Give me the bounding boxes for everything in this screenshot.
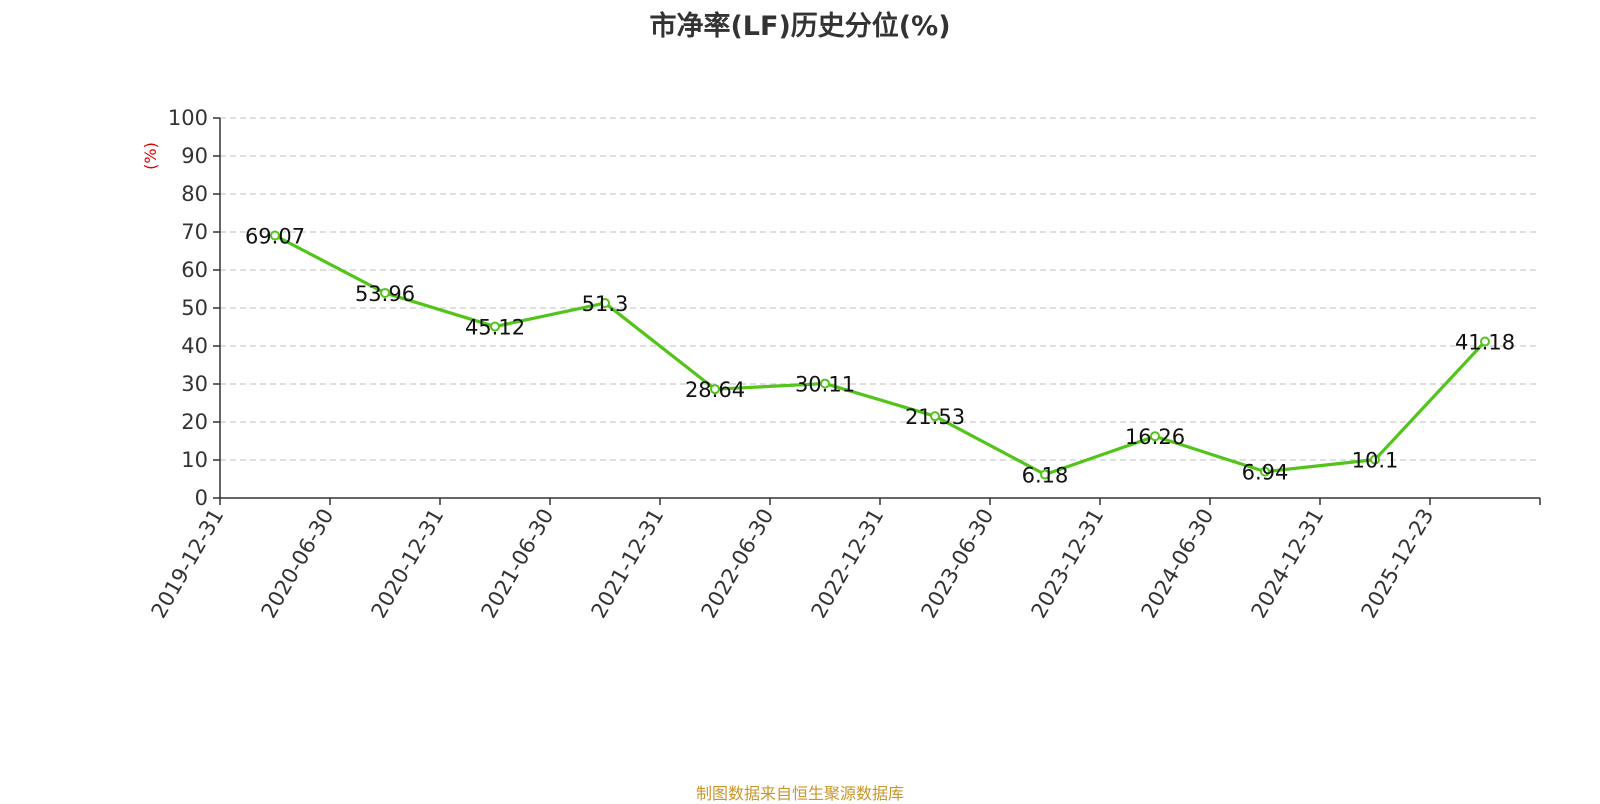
x-tick-label: 2022-12-31 — [807, 505, 889, 623]
chart-title: 市净率(LF)历史分位(%) — [649, 11, 951, 42]
y-tick-label: 20 — [181, 410, 208, 434]
data-label: 10.1 — [1352, 449, 1399, 473]
data-label: 69.07 — [245, 225, 305, 249]
data-label: 41.18 — [1455, 331, 1515, 355]
x-tick-label: 2024-06-30 — [1137, 505, 1219, 623]
data-point — [1040, 469, 1050, 480]
x-tick-label: 2019-12-31 — [147, 505, 229, 623]
data-point — [820, 378, 830, 389]
data-point — [930, 411, 940, 422]
y-tick-label: 30 — [181, 372, 208, 396]
y-tick-label: 50 — [181, 296, 208, 320]
data-labels: 69.07 53.96 45.12 51.3 28.64 30.11 21.53 6.18 16… — [245, 225, 1515, 488]
x-tick-label: 2021-12-31 — [587, 505, 669, 623]
y-tick-label: 0 — [195, 486, 208, 510]
source-note: 制图数据来自恒生聚源数据库 — [695, 784, 904, 803]
y-tick-label: 100 — [168, 106, 208, 130]
data-point — [1150, 431, 1160, 442]
data-point — [710, 384, 720, 395]
series-layer — [270, 230, 1490, 480]
data-label: 53.96 — [355, 282, 415, 306]
data-point — [1480, 336, 1490, 347]
data-point — [600, 298, 610, 309]
data-label: 51.3 — [582, 292, 629, 316]
y-tick-label: 40 — [181, 334, 208, 358]
x-tick-label: 2021-06-30 — [477, 505, 559, 623]
y-tick-label: 70 — [181, 220, 208, 244]
series-line — [274, 234, 1487, 477]
data-point — [270, 230, 280, 241]
x-tick-label: 2023-12-31 — [1027, 505, 1109, 623]
y-tick-label: 60 — [181, 258, 208, 282]
y-tick-label: 10 — [181, 448, 208, 472]
x-tick-label: 2024-12-31 — [1247, 505, 1329, 623]
x-tick-label: 2020-06-30 — [257, 505, 339, 623]
y-tick-label: 80 — [181, 182, 208, 206]
data-label: 6.94 — [1242, 461, 1289, 485]
data-label: 16.26 — [1125, 425, 1185, 449]
x-tick-label: 2020-12-31 — [367, 505, 449, 623]
grid-lines — [220, 117, 1540, 461]
x-tick-label: 2025-12-23 — [1357, 505, 1439, 623]
data-point — [490, 321, 500, 332]
data-label: 21.53 — [905, 405, 965, 429]
data-point — [380, 287, 390, 298]
data-point — [1260, 466, 1270, 477]
data-label: 28.64 — [685, 378, 745, 402]
data-label: 6.18 — [1022, 464, 1069, 488]
x-tick-label: 2022-06-30 — [697, 505, 779, 623]
data-label: 45.12 — [465, 316, 525, 340]
x-tick-label: 2023-06-30 — [917, 505, 999, 623]
data-point — [1370, 454, 1380, 465]
axes: 0 10 20 30 40 50 60 70 80 90 100 2019-12-31 2020-06-… — [147, 106, 1541, 623]
data-label: 30.11 — [795, 373, 855, 397]
y-tick-label: 90 — [181, 144, 208, 168]
y-axis-unit-label: (%) — [141, 142, 160, 170]
